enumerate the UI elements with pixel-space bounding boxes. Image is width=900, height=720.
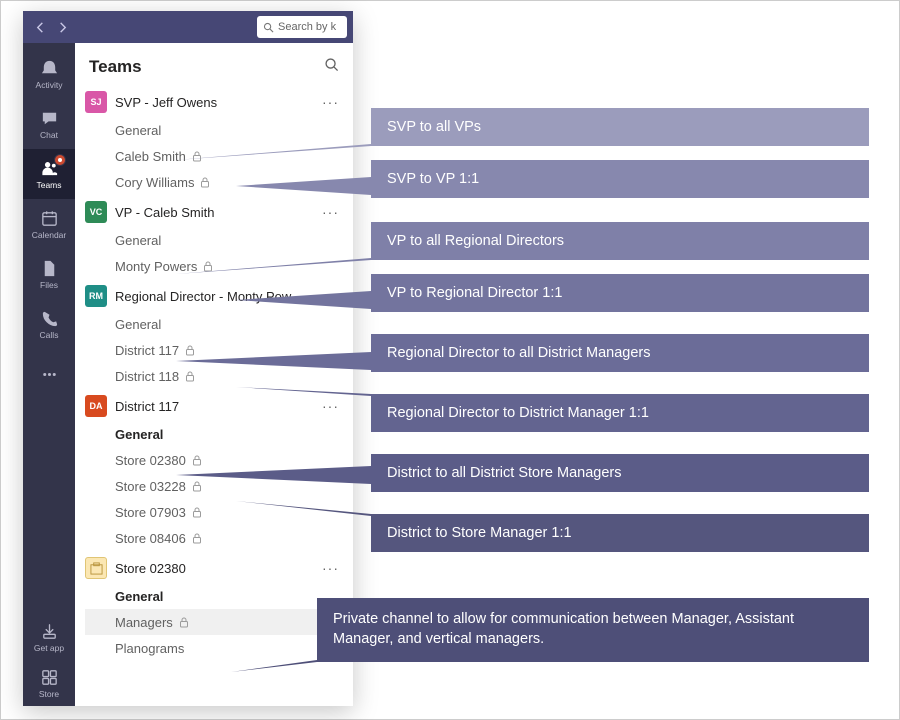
search-box[interactable]: Search by k — [257, 16, 347, 38]
channel-label: Store 08406 — [115, 531, 186, 546]
rail-files[interactable]: Files — [23, 249, 75, 299]
rail-teams[interactable]: Teams — [23, 149, 75, 199]
channel-label: General — [115, 233, 161, 248]
back-button[interactable] — [29, 16, 51, 38]
annotation-callout: Regional Director to all District Manage… — [371, 334, 869, 372]
lock-icon — [192, 507, 202, 518]
rail-more[interactable] — [23, 349, 75, 399]
app-rail: ActivityChatTeamsCalendarFilesCalls Get a… — [23, 43, 75, 706]
rail-activity[interactable]: Activity — [23, 49, 75, 99]
rail-chat[interactable]: Chat — [23, 99, 75, 149]
forward-button[interactable] — [51, 16, 73, 38]
annotation-callout: District to Store Manager 1:1 — [371, 514, 869, 552]
channel-label: General — [115, 317, 161, 332]
team-avatar: SJ — [85, 91, 107, 113]
channel-label: Cory Williams — [115, 175, 194, 190]
rail-getapp[interactable]: Get app — [23, 614, 75, 660]
lock-icon — [185, 371, 195, 382]
lock-icon — [203, 261, 213, 272]
team-avatar: VC — [85, 201, 107, 223]
annotation-callout: VP to Regional Director 1:1 — [371, 274, 869, 312]
channel-label: General — [115, 589, 163, 604]
panel-search-icon[interactable] — [324, 57, 339, 77]
titlebar: Search by k — [23, 11, 353, 43]
channel-label: Managers — [115, 615, 173, 630]
channel-label: Caleb Smith — [115, 149, 186, 164]
annotation-callout: VP to all Regional Directors — [371, 222, 869, 260]
channel-label: Monty Powers — [115, 259, 197, 274]
channel-label: District 117 — [115, 343, 179, 358]
panel-title: Teams — [89, 57, 142, 77]
team-avatar — [85, 557, 107, 579]
annotation-callout: District to all District Store Managers — [371, 454, 869, 492]
team-avatar: DA — [85, 395, 107, 417]
lock-icon — [192, 151, 202, 162]
search-placeholder: Search by k — [278, 21, 336, 33]
lock-icon — [179, 617, 189, 628]
team-avatar: RM — [85, 285, 107, 307]
rail-calendar[interactable]: Calendar — [23, 199, 75, 249]
channel-label: Planograms — [115, 641, 184, 656]
search-icon — [263, 22, 274, 33]
annotation-callout: Private channel to allow for communicati… — [317, 598, 869, 662]
annotation-callout: SVP to VP 1:1 — [371, 160, 869, 198]
lock-icon — [200, 177, 210, 188]
team-name: Store 02380 — [115, 561, 320, 576]
annotation-callout: Regional Director to District Manager 1:… — [371, 394, 869, 432]
channel-label: General — [115, 427, 163, 442]
more-icon[interactable]: ··· — [320, 204, 341, 220]
rail-store[interactable]: Store — [23, 660, 75, 706]
lock-icon — [192, 533, 202, 544]
channel-label: District 118 — [115, 369, 179, 384]
channel-label: Store 07903 — [115, 505, 186, 520]
team-name: VP - Caleb Smith — [115, 205, 320, 220]
panel-header: Teams — [75, 43, 353, 87]
channel-label: General — [115, 123, 161, 138]
team-header[interactable]: Store 02380··· — [85, 553, 341, 583]
annotation-callout: SVP to all VPs — [371, 108, 869, 146]
more-icon[interactable]: ··· — [320, 560, 341, 576]
rail-calls[interactable]: Calls — [23, 299, 75, 349]
